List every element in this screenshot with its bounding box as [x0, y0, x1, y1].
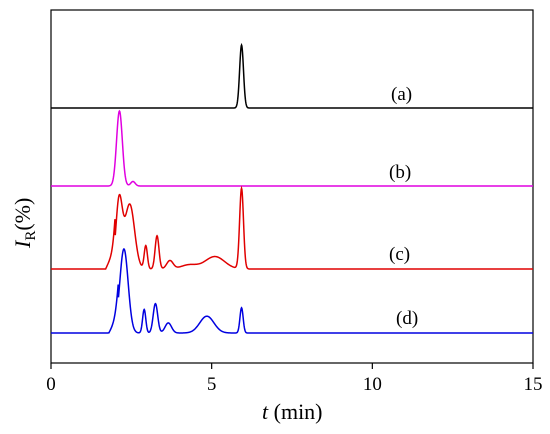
y-axis-label-subscript: R	[23, 231, 39, 241]
x-axis-label: t (min)	[262, 399, 323, 424]
traces	[51, 42, 533, 334]
trace-b-line	[51, 109, 533, 187]
x-tick-label: 15	[524, 374, 543, 395]
y-axis-label-unit: (%)	[10, 198, 35, 231]
x-axis-ticks: 0 5 10 15	[46, 363, 543, 395]
y-axis-label-symbol: I	[10, 239, 35, 249]
trace-label-b: (b)	[389, 162, 411, 183]
trace-label-c: (c)	[389, 244, 410, 265]
trace-d-line	[51, 248, 533, 334]
trace-label-d: (d)	[396, 308, 418, 329]
x-axis-label-symbol: t	[262, 399, 269, 424]
x-tick-label: 10	[363, 374, 382, 395]
trace-a-line	[51, 42, 533, 109]
trace-c-line	[51, 185, 533, 270]
x-axis-label-unit: (min)	[268, 399, 322, 424]
x-tick-label: 5	[207, 374, 217, 395]
trace-label-a: (a)	[391, 84, 412, 105]
y-axis-label: IR(%)	[10, 198, 39, 249]
x-tick-label: 0	[46, 374, 56, 395]
